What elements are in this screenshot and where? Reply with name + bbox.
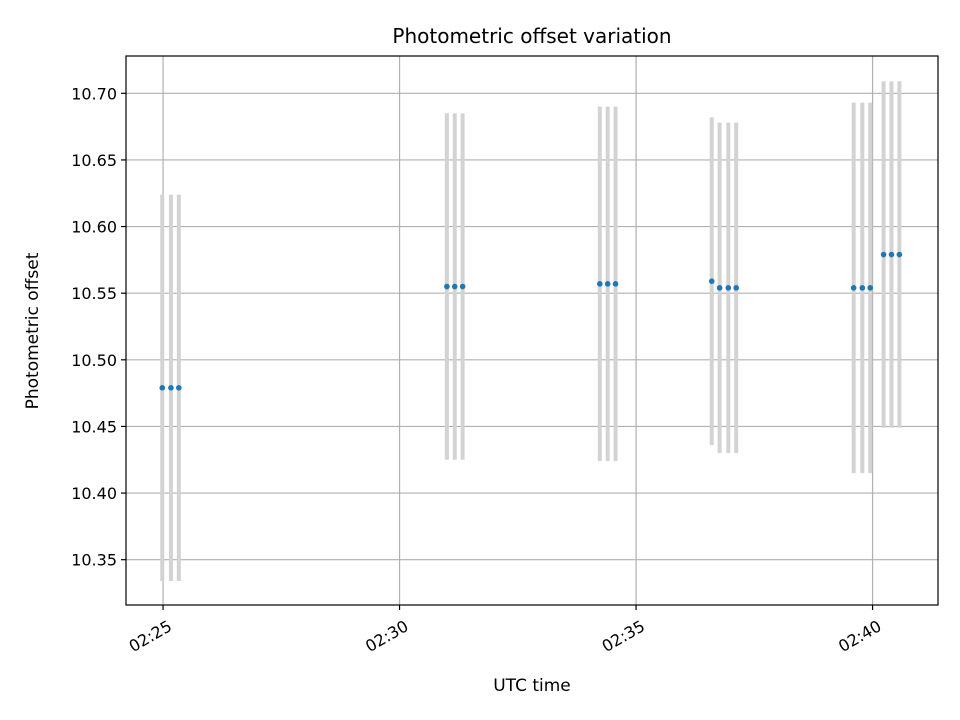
y-tick-label: 10.40 xyxy=(71,484,117,503)
y-tick-label: 10.50 xyxy=(71,351,117,370)
y-tick-label: 10.65 xyxy=(71,151,117,170)
y-axis-title: Photometric offset xyxy=(23,252,43,409)
chart-title: Photometric offset variation xyxy=(392,24,671,48)
data-point xyxy=(451,283,458,290)
data-point xyxy=(733,285,739,291)
y-tick-label: 10.55 xyxy=(71,284,117,303)
data-point xyxy=(716,285,723,291)
y-tick-label: 10.70 xyxy=(71,84,117,103)
data-point xyxy=(168,384,174,391)
x-axis-title: UTC time xyxy=(493,676,571,696)
data-point xyxy=(708,278,715,284)
y-tick-label: 10.60 xyxy=(71,218,117,237)
data-point xyxy=(850,285,857,291)
y-tick-label: 10.45 xyxy=(71,417,117,436)
data-point xyxy=(880,251,887,258)
data-point xyxy=(176,384,182,391)
y-tick-label: 10.35 xyxy=(71,551,117,570)
y-axis-ticks: 10.35 10.40 10.45 10.50 10.55 10.60 10.65 10.70 xyxy=(71,84,126,570)
data-point xyxy=(888,251,895,258)
data-point xyxy=(896,251,903,258)
data-point xyxy=(612,281,619,287)
data-points xyxy=(159,251,903,391)
plot-frame xyxy=(125,55,939,606)
grid xyxy=(126,56,938,605)
data-point xyxy=(867,285,874,291)
data-point xyxy=(859,285,866,291)
data-point xyxy=(159,384,166,391)
data-point xyxy=(459,283,466,290)
data-point xyxy=(604,281,611,287)
data-point xyxy=(596,281,603,287)
data-point xyxy=(444,283,450,290)
data-point xyxy=(725,285,732,291)
